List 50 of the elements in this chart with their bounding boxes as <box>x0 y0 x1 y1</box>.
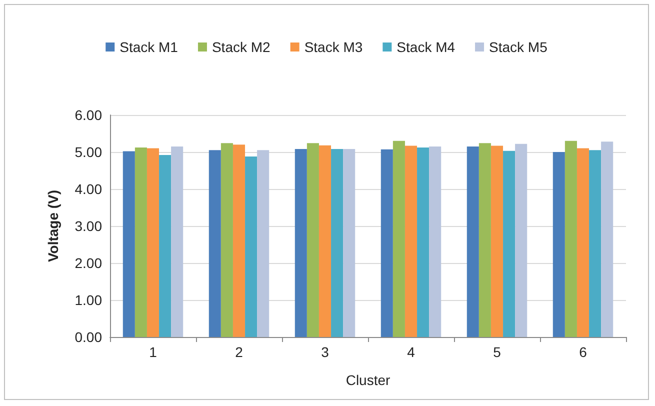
bar <box>392 140 405 337</box>
bar <box>515 144 528 337</box>
x-tick-label: 1 <box>149 344 158 360</box>
y-tick-label: 2.00 <box>74 255 102 271</box>
bar <box>257 150 270 337</box>
legend-label: Stack M4 <box>396 39 456 55</box>
bar <box>552 152 565 337</box>
legend-label: Stack M2 <box>212 39 271 55</box>
bar <box>134 148 147 337</box>
bar <box>245 156 258 337</box>
bar <box>306 143 319 337</box>
y-axis-title: Voltage (V) <box>45 190 61 262</box>
bar <box>429 146 442 337</box>
bar <box>220 143 233 337</box>
y-tick-label: 3.00 <box>74 218 102 234</box>
legend-label: Stack M5 <box>489 39 548 55</box>
bar <box>380 149 393 337</box>
bar <box>294 149 307 337</box>
y-tick-label: 0.00 <box>74 329 102 345</box>
x-tick-label: 6 <box>579 344 588 360</box>
x-tick-label: 5 <box>493 344 502 360</box>
bar <box>466 146 479 337</box>
x-axis-title: Cluster <box>346 372 391 388</box>
bar <box>564 140 577 337</box>
y-tick-label: 6.00 <box>74 107 102 123</box>
x-tick-label: 3 <box>321 344 330 360</box>
y-tick-label: 1.00 <box>74 292 102 308</box>
bar <box>171 146 184 337</box>
x-tick-label: 4 <box>407 344 416 360</box>
legend-label: Stack M3 <box>304 39 363 55</box>
y-tick-label: 5.00 <box>74 144 102 160</box>
bar <box>318 145 332 337</box>
bar <box>232 144 246 337</box>
bar <box>601 142 614 337</box>
bar <box>122 151 135 337</box>
y-tick-label: 4.00 <box>74 181 102 197</box>
bar <box>490 146 504 337</box>
x-tick-label: 2 <box>235 344 244 360</box>
bar <box>503 150 516 337</box>
bar <box>404 146 418 337</box>
bar <box>417 148 430 337</box>
bar <box>208 150 221 337</box>
bar <box>576 148 590 337</box>
bar <box>331 149 344 337</box>
bar <box>589 150 602 337</box>
legend-label: Stack M1 <box>120 39 178 55</box>
bar <box>146 148 160 337</box>
bar <box>159 154 172 337</box>
bar <box>343 149 356 337</box>
bar <box>478 143 491 337</box>
